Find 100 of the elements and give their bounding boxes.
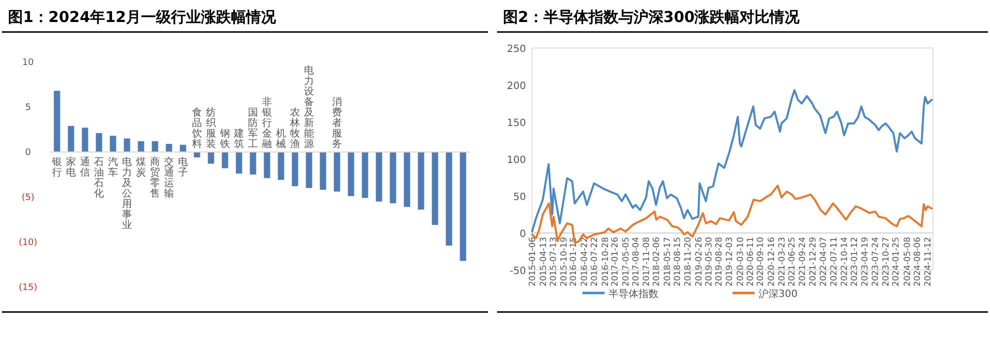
x-tick-label: 2020-03-10 xyxy=(736,237,746,286)
x-tick-label: 2024-01-25 xyxy=(892,237,902,286)
x-tick-label: 2020-09-10 xyxy=(756,237,766,286)
x-tick-label: 消费者服务 xyxy=(332,96,342,150)
bar xyxy=(446,152,452,246)
bar xyxy=(460,152,466,261)
x-tick-label: 2015-04-13 xyxy=(538,237,549,286)
bar xyxy=(124,138,130,152)
bar xyxy=(376,152,382,202)
bar xyxy=(278,152,284,180)
x-tick-label: 建筑 xyxy=(233,128,244,150)
y-tick-label: (5) xyxy=(22,193,34,203)
y-tick-label: 10 xyxy=(22,58,34,68)
y-tick-label: 5 xyxy=(25,103,31,113)
x-tick-label: 2017-05-05 xyxy=(622,237,632,286)
x-tick-label: 国防军工 xyxy=(248,108,258,150)
bar xyxy=(418,152,424,210)
bar xyxy=(82,128,88,152)
y-tick-label: -50 xyxy=(510,266,526,277)
x-tick-label: 2024-11-12 xyxy=(924,237,934,286)
y-tick-label: 200 xyxy=(506,81,526,92)
x-tick-label: 2020-06-11 xyxy=(746,237,756,286)
x-tick-label: 通信 xyxy=(80,156,90,178)
x-tick-label: 2020-12-16 xyxy=(766,237,777,286)
x-tick-label: 2015-10-19 xyxy=(560,237,570,286)
bar xyxy=(432,152,438,225)
x-tick-label: 2022-10-14 xyxy=(840,237,850,286)
x-tick-label: 2021-09-24 xyxy=(798,237,808,286)
bar xyxy=(250,152,256,174)
bar xyxy=(404,152,410,207)
bar xyxy=(110,136,116,152)
x-tick-label: 2019-12-03 xyxy=(725,237,736,286)
bar xyxy=(390,152,396,204)
x-tick-label: 交通运输 xyxy=(164,156,174,200)
x-tick-label: 2023-01-12 xyxy=(850,237,860,286)
y-tick-label: 0 xyxy=(520,229,526,240)
x-tick-label: 银行 xyxy=(51,157,62,178)
x-tick-label: 2018-11-20 xyxy=(684,237,694,286)
x-tick-label: 2019-02-26 xyxy=(694,237,704,286)
x-tick-label: 2016-10-28 xyxy=(600,237,611,286)
bar xyxy=(362,152,368,198)
bar xyxy=(236,152,242,174)
x-tick-label: 2016-04-22 xyxy=(580,237,590,286)
x-tick-label: 汽车 xyxy=(108,156,118,178)
bar xyxy=(320,152,326,190)
y-tick-label: 100 xyxy=(506,155,526,166)
bar xyxy=(306,152,312,188)
x-tick-label: 机械 xyxy=(276,128,286,150)
bar xyxy=(152,141,158,152)
x-tick-label: 2017-11-08 xyxy=(642,237,652,286)
bar xyxy=(96,133,102,152)
x-tick-label: 2024-05-08 xyxy=(902,237,913,286)
x-tick-label: 2018-08-15 xyxy=(672,237,683,286)
x-tick-label: 2021-03-23 xyxy=(777,237,788,286)
x-tick-label: 商贸零售 xyxy=(150,156,160,200)
bar xyxy=(222,152,228,168)
x-tick-label: 2022-07-11 xyxy=(830,237,840,286)
bar xyxy=(264,152,270,178)
x-tick-label: 2023-10-27 xyxy=(882,237,892,286)
y-tick-label: 0 xyxy=(25,148,32,158)
x-tick-label: 2015-07-13 xyxy=(548,237,559,286)
y-tick-label: (10) xyxy=(18,238,38,248)
x-tick-label: 煤炭 xyxy=(136,156,146,178)
x-tick-label: 2022-04-07 xyxy=(819,237,830,286)
legend-label: 沪深300 xyxy=(758,288,798,300)
x-tick-label: 电子 xyxy=(178,156,188,178)
x-tick-label: 2021-12-29 xyxy=(808,237,818,286)
x-tick-label: 石油石化 xyxy=(94,157,104,200)
x-tick-label: 电力及公用事业 xyxy=(122,156,132,231)
x-tick-label: 2018-05-17 xyxy=(662,237,673,286)
x-tick-label: 2024-08-06 xyxy=(912,237,923,286)
chart-title: 图2：半导体指数与沪深300涨跌幅对比情况 xyxy=(503,8,801,26)
x-tick-label: 钢铁 xyxy=(219,128,230,150)
chart-title: 图1：2024年12月一级行业涨跌幅情况 xyxy=(8,8,278,26)
x-tick-label: 2023-04-19 xyxy=(860,237,871,286)
x-tick-label: 2018-02-06 xyxy=(652,237,662,286)
x-tick-label: 电力设备及新能源 xyxy=(304,64,314,150)
x-tick-label: 2019-05-30 xyxy=(704,237,715,286)
bar xyxy=(334,152,340,192)
y-tick-label: 150 xyxy=(506,118,526,129)
x-tick-label: 2017-01-26 xyxy=(610,237,621,286)
x-tick-label: 2016-01-15 xyxy=(569,237,580,286)
x-tick-label: 非银行金融 xyxy=(261,96,272,150)
y-tick-label: 50 xyxy=(513,192,526,203)
x-tick-label: 2016-07-22 xyxy=(590,237,600,286)
line-series xyxy=(531,89,933,233)
x-tick-label: 农林牧渔 xyxy=(289,108,300,150)
x-tick-label: 2017-08-04 xyxy=(632,237,642,286)
bar xyxy=(138,141,144,152)
bar xyxy=(292,152,298,186)
bar xyxy=(54,90,60,152)
x-tick-label: 2021-06-25 xyxy=(788,237,798,286)
x-tick-label: 2015-01-06 xyxy=(528,237,538,286)
bar xyxy=(68,126,74,152)
bar xyxy=(348,152,354,196)
y-tick-label: 250 xyxy=(506,44,526,55)
legend-label: 半导体指数 xyxy=(608,288,658,300)
x-tick-label: 食品饮料 xyxy=(191,106,202,150)
x-tick-label: 2019-08-28 xyxy=(714,237,724,286)
y-tick-label: (15) xyxy=(18,283,38,293)
